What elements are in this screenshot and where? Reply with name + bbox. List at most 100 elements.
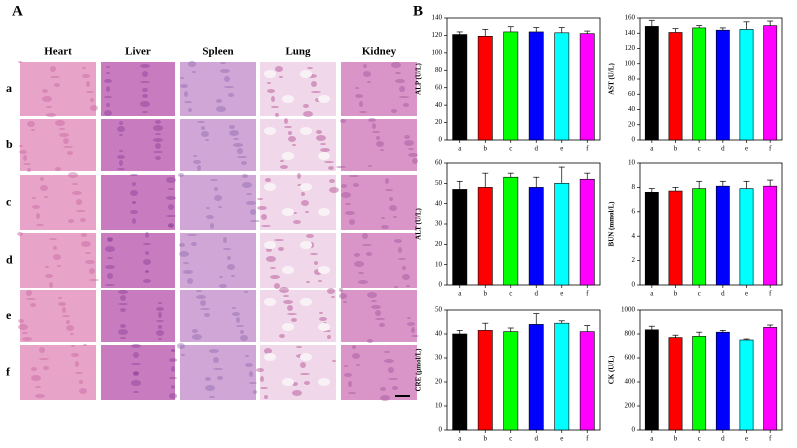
- plot-frame: [446, 162, 601, 286]
- tissue-texture: [359, 111, 367, 113]
- tissue-texture: [359, 101, 363, 107]
- tissue-texture: [62, 315, 70, 317]
- tissue-texture: [354, 261, 364, 267]
- tissue-texture: [358, 280, 368, 284]
- tissue-texture: [368, 165, 372, 167]
- tissue-texture: [158, 312, 162, 318]
- bar: [477, 35, 493, 141]
- tissue-texture: [329, 179, 335, 183]
- tissue-texture: [301, 200, 309, 206]
- tissue-texture: [50, 66, 56, 72]
- tissue-texture: [233, 143, 243, 147]
- tissue-texture: [303, 104, 309, 108]
- tissue-texture: [398, 258, 406, 260]
- panel-label: A: [12, 3, 23, 19]
- tissue-texture: [249, 382, 257, 384]
- tissue-texture: [143, 279, 151, 283]
- tissue-texture: [316, 130, 322, 134]
- tissue-texture: [296, 346, 302, 348]
- x-tick-label: e: [745, 145, 748, 153]
- tissue-texture: [311, 81, 317, 87]
- y-axis-label: BUN (mmol/L): [608, 201, 616, 247]
- tissue-texture: [188, 108, 192, 112]
- tissue-texture: [293, 212, 297, 214]
- bar: [763, 327, 778, 431]
- alveolus: [282, 95, 294, 103]
- tissue-texture: [156, 307, 164, 311]
- tissue-texture: [393, 216, 397, 218]
- tissue-texture: [201, 126, 205, 130]
- tissue-texture: [106, 86, 110, 92]
- y-tick-label: 30: [435, 354, 443, 362]
- tissue-texture: [145, 271, 149, 273]
- tissue-texture: [220, 69, 230, 73]
- tissue-texture: [23, 155, 27, 161]
- bar: [644, 191, 659, 286]
- bar: [763, 25, 778, 141]
- tissue-texture: [82, 74, 90, 78]
- y-tick-label: 30: [435, 220, 443, 228]
- histology-image: [20, 62, 96, 116]
- x-tick-label: e: [560, 435, 563, 443]
- tissue-texture: [371, 305, 381, 309]
- y-tick-label: 0: [632, 136, 636, 144]
- bar: [692, 27, 707, 141]
- tissue-texture: [68, 172, 78, 178]
- x-tick-label: f: [586, 145, 589, 153]
- tissue-texture: [22, 332, 28, 334]
- tissue-texture: [72, 191, 82, 195]
- tissue-texture: [227, 256, 231, 260]
- tissue-texture: [371, 300, 377, 302]
- tissue-texture: [381, 225, 389, 229]
- histology-image: [20, 175, 96, 230]
- x-tick-label: b: [674, 145, 678, 153]
- tissue-texture: [287, 305, 293, 311]
- tissue-texture: [375, 318, 385, 320]
- tissue-texture: [278, 247, 284, 251]
- y-tick-label: 0: [439, 426, 443, 434]
- tissue-texture: [408, 148, 414, 150]
- x-tick-label: f: [769, 290, 772, 298]
- tissue-texture: [267, 82, 271, 84]
- tissue-texture: [131, 363, 141, 365]
- tissue-texture: [399, 96, 409, 98]
- y-tick-label: 100: [432, 48, 443, 56]
- tissue-texture: [291, 318, 297, 322]
- y-tick-label: 40: [435, 101, 443, 109]
- tissue-texture: [385, 189, 393, 191]
- y-axis-label: CK (U/L): [608, 355, 616, 384]
- bar: [554, 322, 570, 431]
- tissue-texture: [353, 183, 359, 187]
- tissue-texture: [265, 178, 271, 182]
- tissue-texture: [380, 149, 384, 151]
- column-header: Kidney: [362, 46, 397, 58]
- tissue-texture: [314, 261, 318, 265]
- tissue-texture: [132, 201, 136, 203]
- tissue-texture: [130, 174, 138, 176]
- tissue-texture: [328, 166, 334, 170]
- tissue-texture: [171, 349, 175, 351]
- tissue-texture: [367, 81, 371, 83]
- tissue-texture: [196, 295, 206, 299]
- tissue-texture: [236, 317, 240, 323]
- tissue-texture: [66, 320, 70, 324]
- tissue-texture: [45, 266, 49, 268]
- tissue-texture: [68, 219, 74, 223]
- tissue-texture: [237, 156, 247, 158]
- tissue-texture: [85, 260, 95, 264]
- tissue-texture: [35, 386, 41, 388]
- tissue-texture: [192, 71, 196, 73]
- bar: [503, 331, 519, 431]
- y-tick-label: 160: [625, 14, 636, 22]
- tissue-texture: [30, 303, 36, 307]
- tissue-texture: [17, 232, 23, 236]
- x-tick-label: d: [721, 290, 725, 298]
- tissue-texture: [119, 150, 123, 152]
- tissue-texture: [229, 130, 239, 136]
- y-tick-label: 4: [632, 232, 636, 240]
- tissue-texture: [86, 81, 90, 87]
- tissue-texture: [105, 284, 115, 286]
- plot-frame: [446, 309, 601, 431]
- bar: [528, 324, 544, 431]
- tissue-texture: [142, 71, 148, 77]
